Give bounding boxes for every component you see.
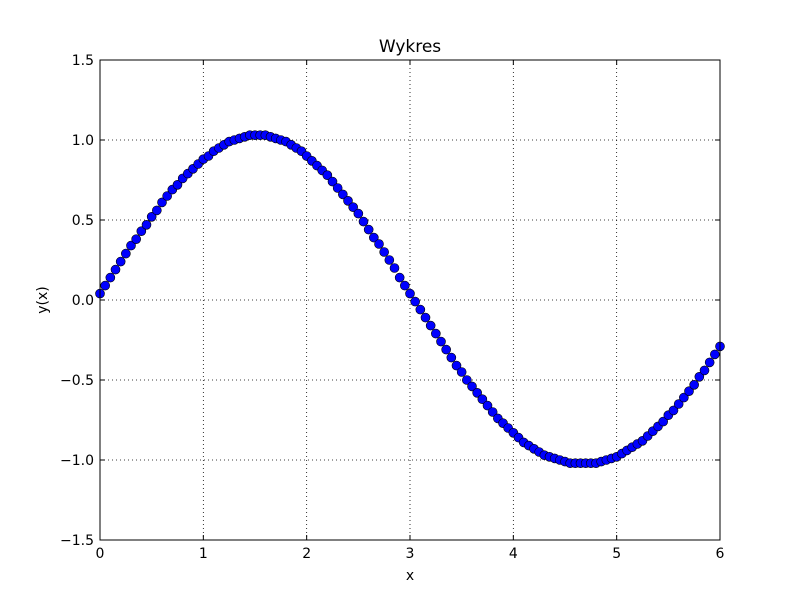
- x-tick-label: 2: [302, 546, 311, 562]
- data-point: [121, 248, 131, 259]
- data-point: [394, 272, 405, 283]
- data-point: [410, 296, 420, 307]
- axis-ticks: 0 1 2 3 4 5 6 −1.5 −1.0 −0.5 0.0 0.5 1.0 1.5: [60, 53, 725, 562]
- data-point: [441, 344, 451, 355]
- x-axis-label: x: [406, 568, 414, 584]
- data-point: [100, 280, 110, 291]
- x-tick-label: 3: [406, 546, 415, 562]
- y-tick-label: −1.5: [60, 533, 94, 549]
- data-point: [327, 176, 338, 187]
- data-point: [699, 365, 710, 376]
- data-point: [451, 360, 462, 371]
- y-tick-label: 1.0: [72, 133, 94, 149]
- y-tick-label: −0.5: [60, 373, 94, 389]
- data-point: [115, 256, 126, 267]
- data-point: [369, 232, 379, 243]
- y-tick-label: 0.5: [72, 213, 94, 229]
- data-point: [363, 224, 374, 235]
- y-tick-label: 0.0: [72, 293, 94, 309]
- data-point: [343, 196, 353, 206]
- x-tick-label: 1: [199, 546, 208, 562]
- data-point: [389, 263, 400, 273]
- data-point: [425, 320, 436, 331]
- data-point: [405, 288, 415, 299]
- data-point: [658, 416, 668, 427]
- data-point: [141, 220, 152, 230]
- y-tick-label: −1.0: [60, 453, 94, 469]
- data-point: [456, 367, 467, 377]
- data-point: [338, 189, 348, 200]
- data-point: [146, 212, 157, 222]
- data-point: [105, 272, 116, 283]
- data-point: [684, 386, 694, 397]
- data-point: [436, 336, 446, 347]
- y-tick-label: 1.5: [72, 53, 94, 69]
- data-point: [467, 381, 477, 392]
- data-point: [487, 407, 498, 417]
- data-point: [384, 255, 395, 265]
- data-point: [673, 399, 684, 409]
- x-tick-label: 0: [96, 546, 105, 562]
- data-point: [679, 392, 689, 403]
- data-point: [152, 205, 162, 216]
- x-tick-label: 6: [716, 546, 725, 562]
- data-point: [482, 400, 493, 411]
- data-point: [379, 247, 389, 257]
- x-tick-label: 4: [509, 546, 518, 562]
- data-point: [400, 280, 410, 291]
- data-point: [694, 371, 705, 382]
- data-point: [126, 240, 136, 251]
- data-point: [332, 183, 343, 193]
- data-point: [157, 197, 167, 208]
- data-point: [472, 387, 482, 398]
- data-point: [131, 234, 141, 244]
- data-point: [322, 170, 333, 180]
- data-point: [462, 375, 472, 385]
- data-points: [95, 130, 725, 469]
- data-point: [374, 239, 384, 249]
- data-point: [446, 352, 457, 363]
- data-point: [420, 312, 431, 323]
- x-tick-label: 5: [612, 546, 621, 562]
- data-point: [415, 304, 426, 315]
- data-point: [431, 328, 441, 339]
- data-point: [353, 208, 364, 219]
- y-axis-label: y(x): [35, 286, 51, 314]
- grid-lines: [99, 59, 721, 541]
- data-point: [136, 226, 147, 236]
- data-point: [358, 216, 369, 227]
- data-point: [668, 405, 679, 416]
- data-point: [348, 202, 358, 212]
- data-point: [710, 349, 720, 360]
- data-point: [162, 191, 172, 201]
- chart-title: Wykres: [379, 37, 441, 57]
- data-point: [689, 379, 699, 390]
- data-point: [110, 264, 121, 275]
- data-point: [172, 180, 183, 190]
- data-point: [704, 357, 715, 368]
- data-point: [477, 394, 488, 405]
